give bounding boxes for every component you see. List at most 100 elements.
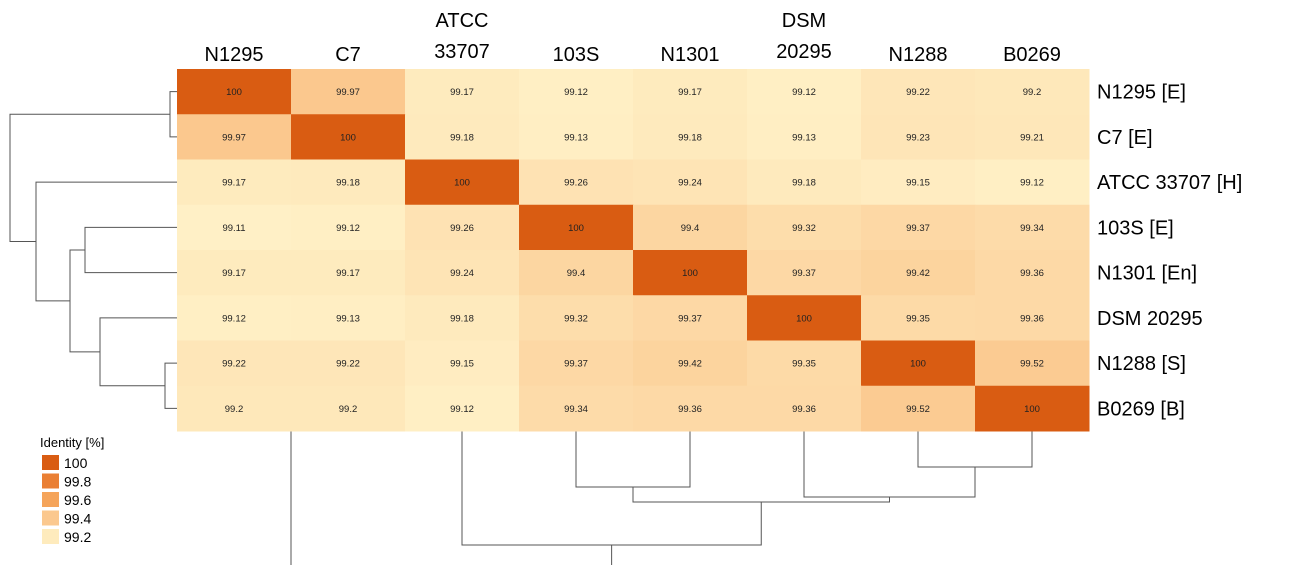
cell-value-label: 99.12 — [450, 404, 474, 415]
heatmap-cell — [405, 295, 520, 341]
heatmap-cell — [519, 340, 634, 387]
cell-value-label: 99.36 — [678, 404, 702, 415]
heatmap-cell — [405, 69, 520, 115]
heatmap-cell — [405, 250, 520, 296]
heatmap-cell — [975, 204, 1090, 251]
heatmap-cell — [633, 295, 748, 341]
cell-value-label: 99.2 — [225, 404, 244, 415]
heatmap-cell — [747, 250, 862, 296]
cell-value-label: 99.42 — [678, 359, 702, 370]
heatmap-cell — [975, 340, 1090, 387]
cell-value-label: 99.12 — [222, 313, 246, 324]
dendrogram-branch — [632, 487, 890, 503]
cell-value-label: 99.12 — [336, 223, 360, 234]
cell-value-label: 99.17 — [336, 268, 360, 279]
column-labels: N1295 C7 ATCC 33707 103S N1301 DSM 20295 N1288 B0… — [205, 10, 1061, 66]
cell-value-label: 99.22 — [222, 359, 246, 370]
row-label: N1288 [S] — [1097, 353, 1186, 375]
cell-value-label: 99.2 — [1023, 87, 1042, 98]
heatmap-cell — [975, 250, 1090, 296]
heatmap-cell — [177, 295, 292, 341]
row-label: DSM 20295 — [1097, 308, 1203, 330]
heatmap-cell — [747, 159, 862, 206]
cell-value-label: 99.26 — [564, 178, 588, 189]
heatmap-cell — [519, 385, 634, 432]
heatmap-cell — [633, 204, 748, 251]
cell-value-label: 99.17 — [222, 178, 246, 189]
row-dendrogram — [9, 91, 177, 409]
column-label: N1295 — [205, 44, 264, 66]
cell-value-label: 99.4 — [681, 223, 700, 234]
heatmap-cell — [633, 385, 748, 432]
heatmap-cell — [861, 69, 976, 115]
legend-label: 99.8 — [64, 474, 91, 490]
heatmap-cell — [291, 159, 406, 206]
heatmap-cells: 100 99.97 99.17 99.12 99.17 99.12 99.22 99.2 99.… — [177, 69, 1090, 432]
dendrogram-branch — [461, 431, 762, 546]
legend-swatch — [42, 510, 59, 526]
heatmap-cell — [519, 250, 634, 296]
cell-value-label: 99.36 — [792, 404, 816, 415]
legend-swatch — [42, 473, 59, 489]
cell-value-label: 99.37 — [906, 223, 930, 234]
cell-value-label: 100 — [226, 87, 242, 98]
dendrogram-branch — [9, 113, 170, 243]
heatmap-cell — [633, 340, 748, 387]
cell-value-label: 99.12 — [1020, 178, 1044, 189]
legend-label: 99.6 — [64, 492, 91, 508]
cell-value-label: 100 — [568, 223, 584, 234]
heatmap-cell — [747, 340, 862, 387]
heatmap-cell — [747, 295, 862, 341]
heatmap-cell — [747, 114, 862, 160]
cell-value-label: 99.17 — [678, 87, 702, 98]
legend-title: Identity [%] — [40, 435, 104, 450]
column-label: DSM 20295 — [776, 10, 832, 63]
row-labels: N1295 [E] C7 [E] ATCC 33707 [H] 103S [E] N13… — [1097, 82, 1242, 421]
cell-value-label: 99.17 — [222, 268, 246, 279]
row-label: B0269 [B] — [1097, 398, 1185, 420]
column-label: B0269 — [1003, 44, 1061, 66]
heatmap-cell — [291, 295, 406, 341]
cell-value-label: 99.42 — [906, 268, 930, 279]
heatmap-cell — [291, 204, 406, 251]
legend-swatch — [42, 455, 59, 470]
cell-value-label: 99.97 — [222, 132, 246, 143]
heatmap-cell — [861, 159, 976, 206]
dendrogram-branch — [169, 91, 177, 138]
cell-value-label: 99.36 — [1020, 268, 1044, 279]
dendrogram-branch — [575, 431, 691, 488]
heatmap-cell — [405, 204, 520, 251]
heatmap-cell — [633, 250, 748, 296]
cell-value-label: 99.18 — [792, 178, 816, 189]
column-label: N1301 — [661, 44, 720, 66]
cell-value-label: 99.13 — [792, 132, 816, 143]
heatmap-cell — [519, 69, 634, 115]
cell-value-label: 99.18 — [450, 132, 474, 143]
cell-value-label: 99.15 — [906, 178, 930, 189]
cell-value-label: 99.24 — [678, 178, 702, 189]
row-label: N1295 [E] — [1097, 82, 1186, 104]
dendrogram-branch — [803, 431, 976, 498]
row-label: C7 [E] — [1097, 127, 1153, 149]
row-label: ATCC 33707 [H] — [1097, 172, 1242, 194]
heatmap-cell — [975, 295, 1090, 341]
dendrogram-branch — [164, 362, 177, 409]
heatmap-cell — [291, 250, 406, 296]
dendrogram-branch — [84, 226, 177, 274]
cell-value-label: 99.32 — [564, 313, 588, 324]
heatmap-cell — [405, 385, 520, 432]
cell-value-label: 100 — [454, 178, 470, 189]
heatmap-cell — [747, 385, 862, 432]
cell-value-label: 99.13 — [564, 132, 588, 143]
row-label: 103S [E] — [1097, 217, 1174, 239]
cell-value-label: 99.37 — [564, 359, 588, 370]
cell-value-label: 99.35 — [906, 313, 930, 324]
cell-value-label: 99.4 — [567, 268, 586, 279]
cell-value-label: 99.32 — [792, 223, 816, 234]
heatmap-cell — [861, 114, 976, 160]
cell-value-label: 100 — [910, 359, 926, 370]
heatmap-cell — [519, 204, 634, 251]
cell-value-label: 99.18 — [678, 132, 702, 143]
dendrogram-branch — [917, 431, 1033, 468]
heatmap-cell — [861, 204, 976, 251]
